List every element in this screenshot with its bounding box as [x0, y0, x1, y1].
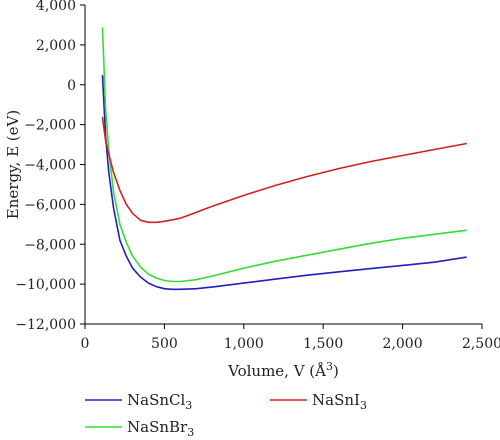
y-tick-label: −6,000	[24, 197, 76, 213]
series-line-nasncl3	[101, 75, 467, 291]
legend-label: NaSnCl3	[127, 391, 192, 412]
legend: NaSnCl3 NaSnBr3 NaSnI3	[85, 391, 367, 439]
legend-item: NaSnCl3	[85, 391, 192, 412]
series-group	[101, 27, 467, 291]
y-tick-label: 0	[67, 78, 76, 94]
x-tick-label: 2,500	[462, 336, 500, 352]
x-axis-title: Volume, V (Å3)	[227, 360, 339, 380]
x-tick-label: 1,000	[224, 336, 264, 352]
y-tick-label: −8,000	[24, 237, 76, 253]
x-tick-label: 0	[81, 336, 90, 352]
legend-label: NaSnI3	[312, 391, 367, 412]
x-tick-label: 2,000	[383, 336, 423, 352]
series-line-nasni3	[101, 116, 467, 224]
x-tick-label: 500	[151, 336, 178, 352]
y-tick-label: 4,000	[36, 0, 76, 14]
y-tick-label: 2,000	[36, 38, 76, 54]
y-axis-title: Energy, E (eV)	[4, 110, 22, 219]
legend-item: NaSnBr3	[85, 418, 194, 439]
ticks: 4,000 2,000 0 −2,000 −4,000 −6,000 −8,000 −10,0…	[15, 0, 500, 352]
legend-label: NaSnBr3	[127, 418, 194, 439]
axes	[84, 5, 482, 325]
y-tick-label: −12,000	[15, 317, 76, 333]
y-tick-label: −4,000	[24, 158, 76, 174]
y-tick-label: −10,000	[15, 277, 76, 293]
legend-item: NaSnI3	[270, 391, 367, 412]
y-tick-label: −2,000	[24, 118, 76, 134]
x-tick-label: 1,500	[303, 336, 343, 352]
series-line-nasnbr3	[101, 27, 467, 283]
